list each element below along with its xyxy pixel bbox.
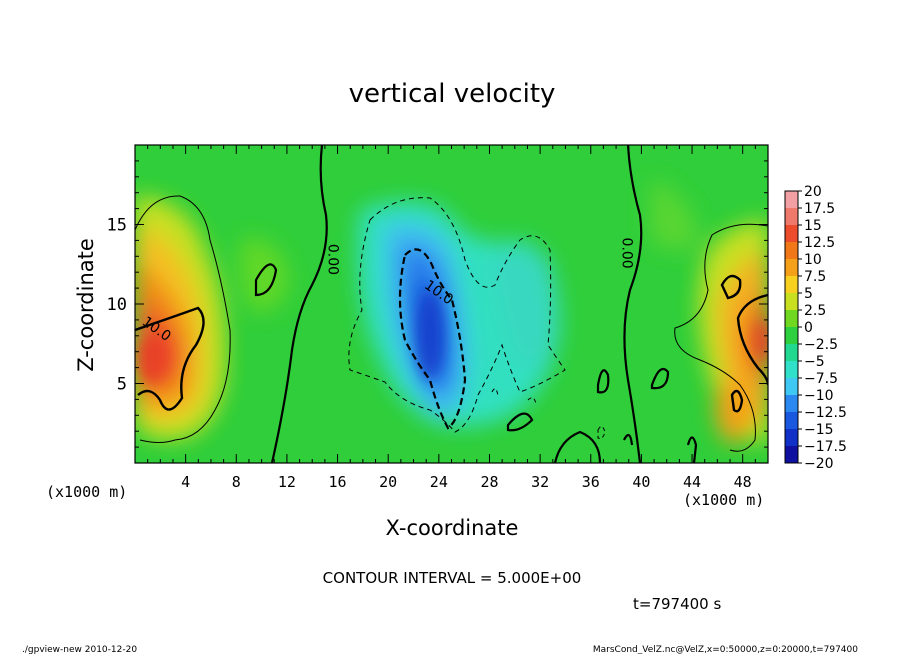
colorbar-label: 5 — [804, 286, 813, 302]
y-tick-label: 15 — [107, 216, 127, 236]
colorbar-swatch — [785, 395, 798, 413]
x-tick-label: 44 — [683, 473, 701, 491]
x-tick-label: 48 — [734, 473, 752, 491]
colorbar-label: 0 — [804, 320, 813, 336]
colorbar-label: −7.5 — [804, 371, 838, 387]
colorbar-label: −17.5 — [804, 439, 847, 455]
x-tick-label: 4 — [181, 473, 190, 491]
y-tick-label: 5 — [117, 375, 127, 395]
y-tick-label: 10 — [107, 295, 127, 315]
footer-right: MarsCond_VelZ.nc@VelZ,x=0:50000,z=0:2000… — [593, 645, 858, 654]
colorbar-label: 20 — [804, 184, 822, 200]
colorbar-label: 2.5 — [804, 303, 826, 319]
colorbar-label: −2.5 — [804, 337, 838, 353]
colorbar-label: −10 — [804, 388, 834, 404]
colorbar-swatch — [785, 259, 798, 277]
contour-lines — [135, 145, 768, 463]
colorbar-label: −12.5 — [804, 405, 847, 421]
y-axis: 5 10 15 — [107, 160, 768, 448]
colorbar-swatch — [785, 242, 798, 260]
x-tick-label: 40 — [632, 473, 650, 491]
x-axis: 4 8 12 16 20 24 28 32 36 40 44 48 — [147, 145, 756, 491]
colorbar-swatch — [785, 276, 798, 294]
x-tick-label: 32 — [531, 473, 549, 491]
colorbar-swatch — [785, 293, 798, 311]
heatmap-field — [135, 145, 768, 463]
colorbar-label: 12.5 — [804, 235, 835, 251]
contour-label: 0.00 — [618, 238, 634, 269]
chart-title: vertical velocity — [349, 79, 556, 109]
contour-interval-text: CONTOUR INTERVAL = 5.000E+00 — [323, 569, 582, 587]
colorbar-swatch — [785, 310, 798, 328]
colorbar-label: 15 — [804, 218, 822, 234]
time-label: t=797400 s — [633, 595, 721, 613]
colorbar-label: −15 — [804, 422, 834, 438]
x-tick-label: 28 — [480, 473, 498, 491]
x-unit-label: (x1000 m) — [683, 491, 764, 509]
colorbar-swatch — [785, 344, 798, 362]
colorbar-label: 10 — [804, 252, 822, 268]
colorbar-swatch — [785, 327, 798, 345]
colorbar-label: 17.5 — [804, 201, 835, 217]
colorbar-swatch — [785, 361, 798, 379]
colorbar-swatch — [785, 378, 798, 396]
colorbar-swatch — [785, 208, 798, 226]
x-tick-label: 36 — [582, 473, 600, 491]
x-axis-label: X-coordinate — [386, 516, 519, 540]
colorbar-swatch — [785, 429, 798, 447]
contour-label: 0.00 — [325, 244, 341, 275]
x-tick-label: 16 — [329, 473, 347, 491]
colorbar-swatch — [785, 446, 798, 464]
colorbar-label: 7.5 — [804, 269, 826, 285]
colorbar-swatch — [785, 412, 798, 430]
colorbar-swatch — [785, 191, 798, 209]
footer-left: ./gpview-new 2010-12-20 — [22, 645, 137, 654]
colorbar: 2017.51512.5107.552.50−2.5−5−7.5−10−12.5… — [784, 184, 847, 472]
colorbar-label: −20 — [804, 456, 834, 472]
x-tick-label: 20 — [379, 473, 397, 491]
colorbar-label: −5 — [804, 354, 825, 370]
x-tick-label: 8 — [232, 473, 241, 491]
y-axis-label: Z-coordinate — [74, 238, 98, 372]
x-tick-label: 12 — [278, 473, 296, 491]
x-tick-label: 24 — [430, 473, 448, 491]
colorbar-swatch — [785, 225, 798, 243]
y-unit-label: (x1000 m) — [46, 483, 127, 501]
